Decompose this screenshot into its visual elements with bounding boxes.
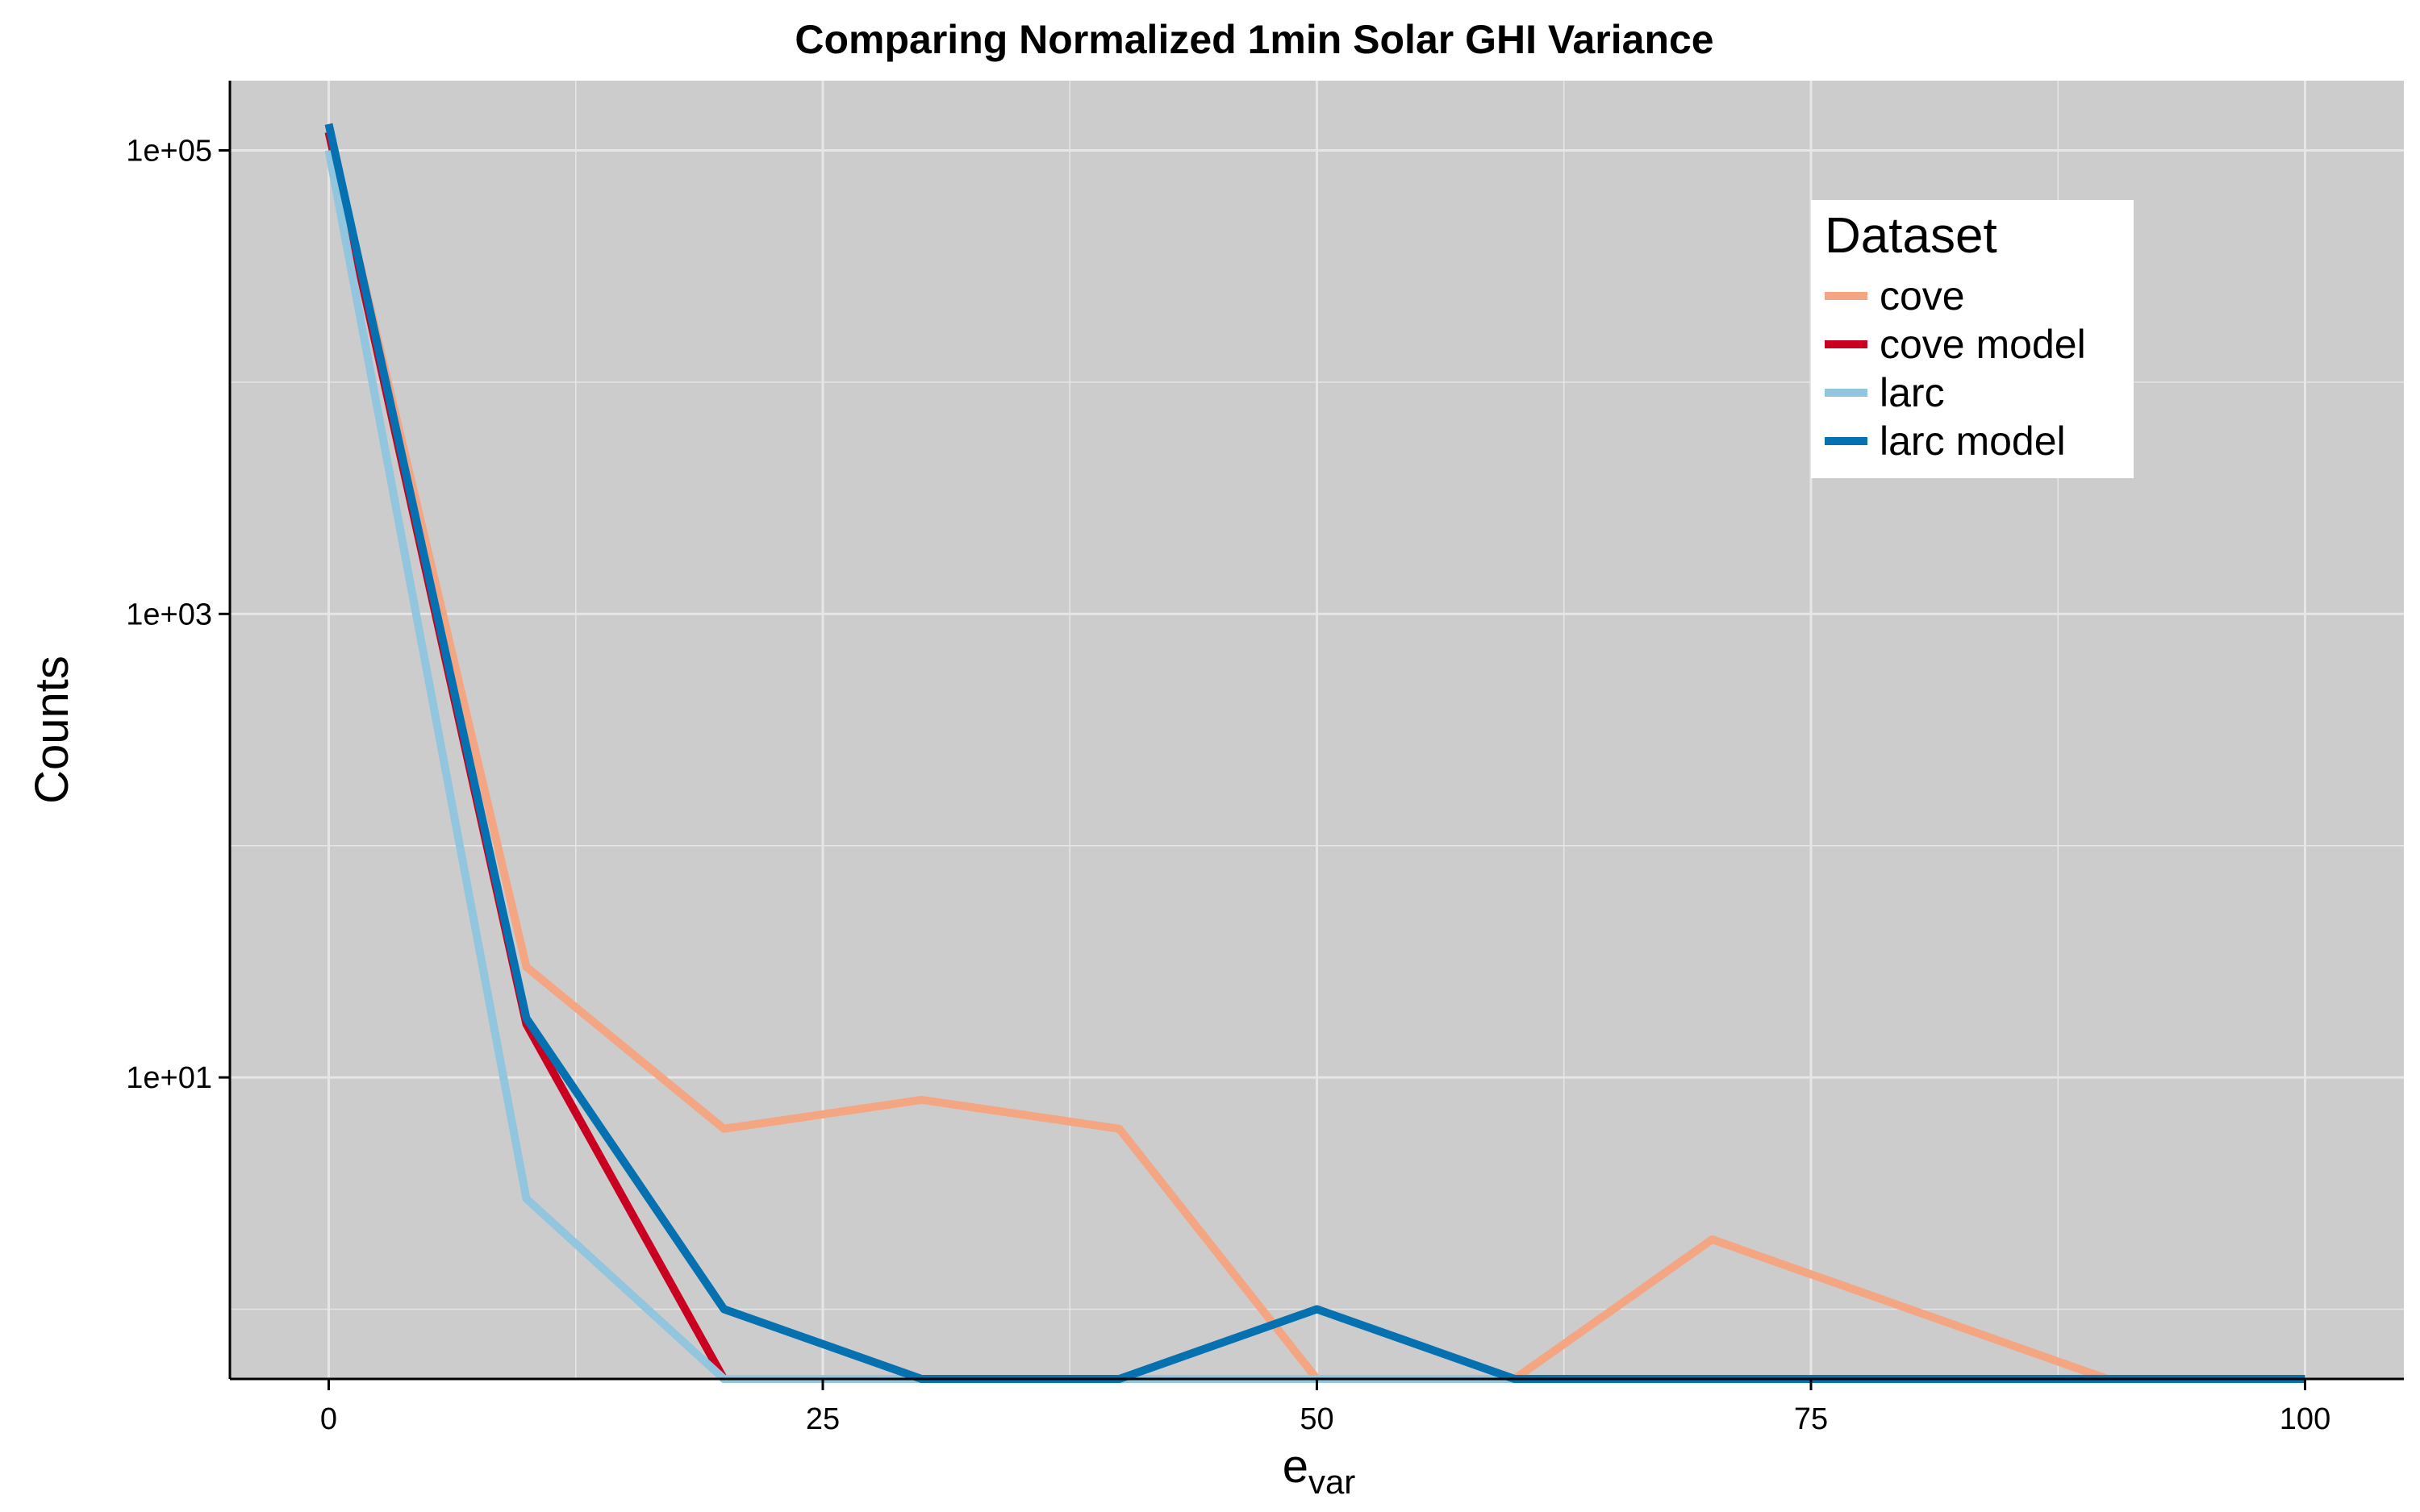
legend-label: cove xyxy=(1880,273,1965,319)
y-tick-label: 1e+03 xyxy=(126,598,212,631)
y-tick-label: 1e+01 xyxy=(126,1061,212,1095)
grid xyxy=(230,81,2404,1379)
x-tick-label: 0 xyxy=(320,1402,337,1436)
y-axis-label: Counts xyxy=(26,656,78,804)
x-tick-label: 25 xyxy=(806,1402,840,1436)
chart-title: Comparing Normalized 1min Solar GHI Vari… xyxy=(795,17,1713,62)
x-tick-label: 50 xyxy=(1300,1402,1333,1436)
legend-label: cove model xyxy=(1880,322,2086,367)
x-axis-label-main: e xyxy=(1283,1440,1308,1493)
legend-label: larc model xyxy=(1880,419,2066,464)
legend-box xyxy=(1811,200,2134,478)
x-axis-label-subscript: var xyxy=(1308,1463,1355,1501)
x-axis-label: evar xyxy=(1283,1440,1356,1501)
y-tick-label: 1e+05 xyxy=(126,135,212,169)
legend-label: larc xyxy=(1880,370,1945,415)
x-tick-label: 100 xyxy=(2280,1402,2330,1436)
y-axis-ticks: 1e+01 1e+03 1e+05 xyxy=(126,135,230,1095)
x-tick-label: 75 xyxy=(1794,1402,1828,1436)
x-axis-ticks: 0 25 50 75 100 xyxy=(320,1379,2330,1436)
legend-title: Dataset xyxy=(1825,208,1997,264)
